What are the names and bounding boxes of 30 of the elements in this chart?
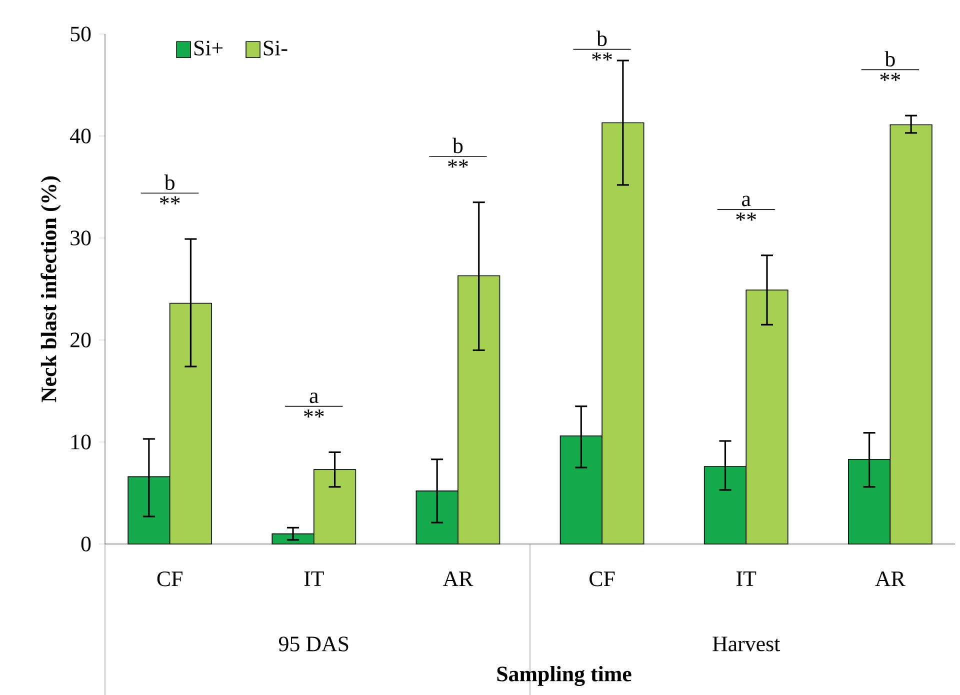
y-tick-label: 50 — [70, 26, 91, 42]
annotation: b — [452, 138, 463, 154]
x-tick-label: AR — [875, 572, 906, 586]
text: Harvest — [712, 636, 780, 652]
x-tick-label: CF — [590, 572, 615, 586]
y-tick-label: 0 — [81, 536, 91, 552]
y-tick-label: 30 — [70, 230, 91, 246]
annotation: ** — [160, 196, 180, 204]
y-tick-label: 40 — [70, 128, 91, 144]
annotation: ** — [736, 212, 756, 221]
text: 95 DAS — [278, 636, 348, 652]
annotation: ** — [304, 409, 324, 418]
annotation: b — [884, 51, 895, 66]
legend-label: Si+ — [194, 40, 223, 56]
annotation: a — [310, 392, 318, 404]
x-tick-label: IT — [304, 572, 324, 586]
annotation: b — [164, 174, 174, 190]
annotation: ** — [448, 160, 468, 168]
annotation: a — [742, 196, 751, 206]
x-tick-label: IT — [736, 572, 756, 586]
annotation: b — [596, 30, 607, 46]
x-tick-label: AR — [442, 572, 474, 586]
y-axis-title: Neck blast infection (%) — [40, 176, 61, 402]
x-tick-label: CF — [157, 572, 182, 586]
annotation: ** — [592, 52, 612, 61]
y-tick-label: 10 — [72, 434, 91, 450]
y-tick-label: 20 — [70, 332, 91, 348]
legend-label: Si- — [264, 40, 288, 56]
x-axis-title: Sampling time — [497, 666, 632, 686]
annotation: ** — [880, 72, 900, 81]
